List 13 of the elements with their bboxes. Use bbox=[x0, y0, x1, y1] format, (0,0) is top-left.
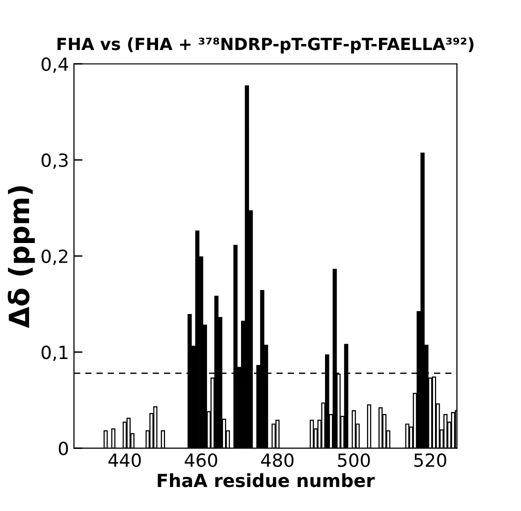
y-tick-label: 0,3 bbox=[42, 153, 68, 169]
x-axis-title: FhaA residue number bbox=[158, 473, 375, 488]
chart-title: FHA vs (FHA + ³⁷⁸NDRP-pT-GTF-pT-FAELLA³⁹²) bbox=[58, 37, 474, 54]
y-tick-label: 0,1 bbox=[42, 346, 68, 362]
y-tick-label: 0 bbox=[58, 442, 68, 456]
x-tick-label: 500 bbox=[338, 453, 370, 467]
y-axis-title: Δδ (ppm) bbox=[8, 186, 35, 328]
y-tick-label: 0,2 bbox=[42, 249, 68, 265]
x-tick-label: 440 bbox=[108, 453, 141, 467]
x-tick-label: 460 bbox=[184, 453, 218, 467]
x-tick-label: 480 bbox=[261, 453, 294, 467]
y-tick-label: 0,4 bbox=[42, 57, 68, 73]
x-tick-label: 520 bbox=[414, 453, 446, 467]
